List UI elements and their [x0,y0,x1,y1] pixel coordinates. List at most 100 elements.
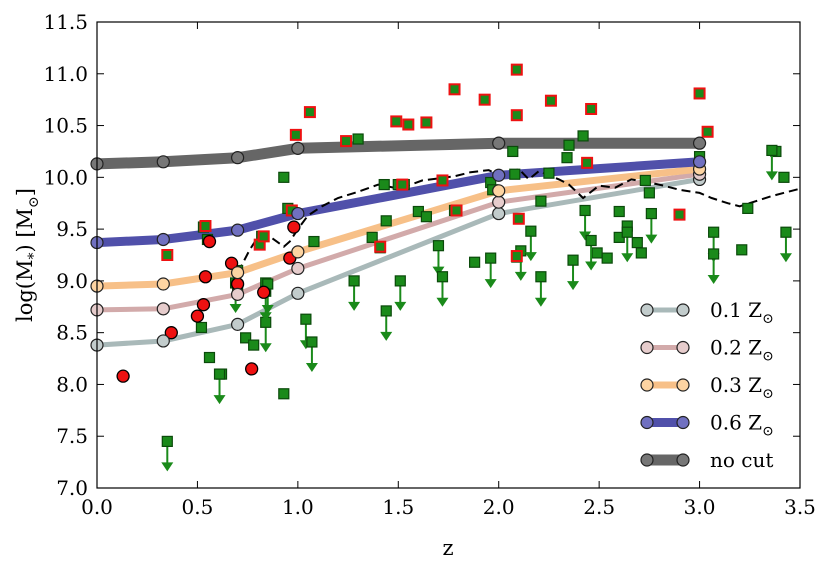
red-circle-5 [202,234,217,249]
red-edge-square-22 [673,208,686,221]
x-tick-label-5: 2.5 [583,495,615,519]
upper-limit-arrow-1 [213,395,226,405]
x-tick-label-6: 3.0 [684,495,716,519]
legend-label-1: 0.2 Z⊙ [710,336,774,365]
upper-limit-square-23 [708,248,720,260]
curve-marker-4-4 [492,136,506,150]
green-square-38 [563,139,575,151]
red-edge-square-9 [402,118,415,131]
y-tick-label-3: 8.5 [56,321,88,345]
red-circle-8 [245,362,259,376]
curve-marker-3-5 [692,155,707,169]
green-square-4 [203,351,216,364]
red-circle-9 [257,285,271,299]
green-square-49 [643,187,655,199]
upper-limit-square-11 [432,240,445,252]
green-square-47 [635,247,647,259]
green-square-32 [507,145,519,158]
green-square-41 [591,247,603,259]
green-square-22 [380,215,392,227]
legend-marker-left-4 [640,453,654,467]
x-axis-title: z [442,536,453,560]
upper-limit-square-20 [621,226,633,238]
upper-limit-square-17 [567,254,579,266]
green-square-3 [195,321,208,334]
green-square-42 [601,252,613,264]
red-edge-square-8 [390,115,403,128]
red-edge-square-24 [701,125,714,138]
y-tick-label-9: 11.5 [43,10,88,34]
upper-limit-arrow-2 [229,303,242,313]
legend-marker-right-4 [676,453,690,467]
curve-line-4 [97,137,700,170]
green-square-36 [543,167,555,179]
green-square-21 [378,178,390,191]
red-edge-square-23 [693,87,706,100]
curve-marker-2-3 [291,245,305,259]
red-circle-0 [116,369,130,383]
red-circle-3 [196,298,211,312]
x-tick-label-3: 1.5 [382,495,414,519]
plot-background [97,22,800,488]
green-square-48 [639,174,651,187]
upper-limit-arrow-5 [261,304,274,314]
upper-limit-arrow-15 [524,252,537,262]
red-edge-square-25 [396,178,409,191]
green-square-33 [509,168,521,180]
y-tick-label-1: 7.5 [56,424,88,448]
x-tick-label-2: 1.0 [282,495,314,519]
y-tick-label-2: 8.0 [56,372,88,396]
curve-marker-4-5 [692,136,707,150]
curve-line-2 [97,165,700,290]
legend-label-2: 0.3 Z⊙ [710,373,774,402]
red-edge-square-11 [436,174,449,187]
x-tick-label-4: 2.0 [483,495,515,519]
plot-frame [96,21,801,489]
curve-marker-0-4 [492,206,506,221]
upper-limit-square-15 [525,225,537,237]
red-edge-square-13 [450,204,463,217]
curve-marker-2-2 [231,266,245,280]
curve-line-3 [97,157,700,248]
upper-limit-arrow-17 [567,281,580,291]
legend-marker-left-0 [640,303,654,317]
upper-limit-arrow-25 [779,253,792,263]
green-square-51 [736,244,748,256]
green-square-29 [469,256,481,268]
upper-limit-square-10 [394,275,406,287]
upper-limit-arrow-24 [765,171,778,181]
red-edge-square-16 [510,109,523,122]
red-edge-square-7 [374,240,387,253]
red-edge-square-20 [581,156,594,169]
legend-marker-right-0 [676,303,690,317]
red-edge-square-10 [420,116,433,129]
red-edge-square-19 [544,94,557,107]
upper-limit-arrow-18 [579,231,592,241]
curve-marker-2-1 [156,277,170,291]
red-edge-square-18 [510,250,523,263]
green-square-9 [248,339,260,351]
legend-marker-right-1 [676,340,690,355]
upper-limit-arrow-14 [514,271,527,281]
red-circle-6 [224,256,239,270]
upper-limit-square-21 [645,207,657,220]
upper-limit-square-9 [380,305,392,317]
legend-label-3: 0.6 Z⊙ [710,411,774,440]
curve-marker-3-3 [291,206,305,221]
y-tick-label-0: 7.0 [56,476,88,500]
legend-marker-left-3 [640,415,654,430]
upper-limit-square-16 [535,271,547,283]
red-edge-square-0 [161,249,174,261]
green-square-8 [240,332,252,344]
legend-label-0: 0.1 Z⊙ [710,298,774,327]
upper-limit-arrow-3 [259,343,272,353]
upper-limit-square-1 [213,368,226,380]
upper-limit-arrow-21 [645,234,658,244]
green-square-52 [742,202,754,214]
upper-limit-arrow-19 [585,261,598,271]
y-tick-label-6: 10.0 [43,165,88,189]
upper-limit-arrow-0 [161,462,174,472]
curve-marker-3-1 [156,232,170,247]
green-square-39 [577,130,589,142]
